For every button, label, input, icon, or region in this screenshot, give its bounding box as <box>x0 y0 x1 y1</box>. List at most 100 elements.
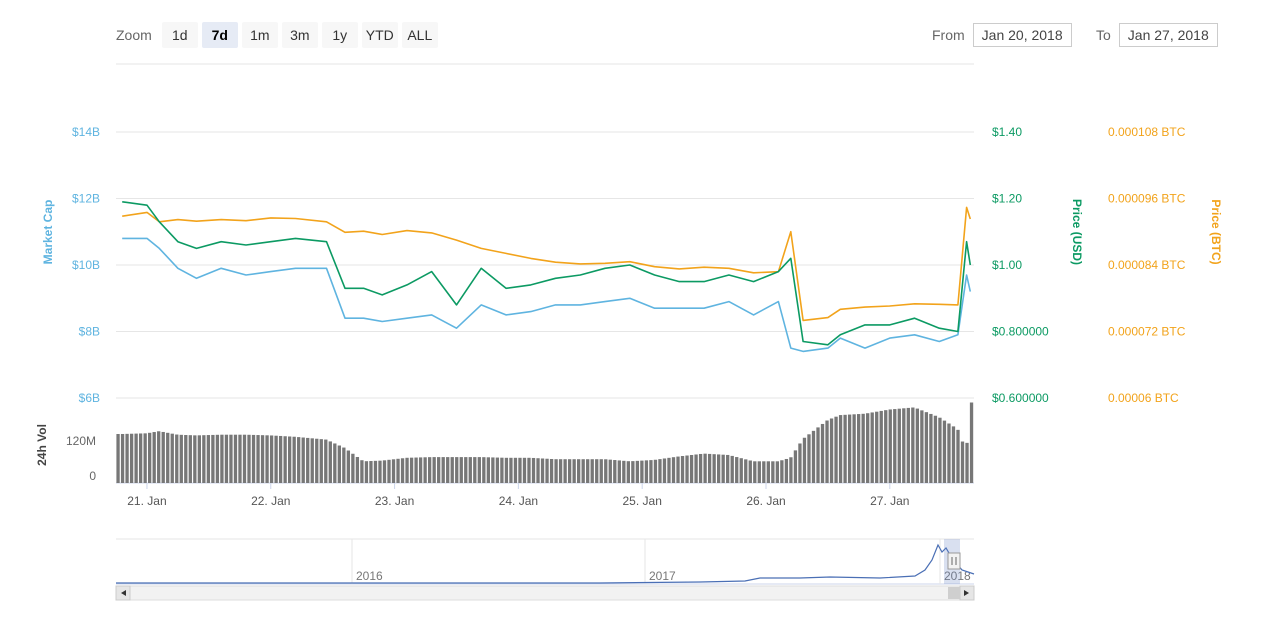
volume-bar <box>441 457 445 483</box>
volume-bar <box>405 457 409 483</box>
volume-bar <box>816 427 820 483</box>
zoom-7d-button[interactable]: 7d <box>201 22 238 48</box>
volume-bar <box>500 457 504 483</box>
price-btc-tick: 0.000072 BTC <box>1108 325 1186 339</box>
volume-bar <box>929 413 933 483</box>
volume-bar <box>333 443 337 483</box>
volume-bar <box>342 447 346 483</box>
navigator-handle[interactable] <box>947 552 961 570</box>
volume-bar <box>229 434 233 483</box>
volume-bar <box>292 436 296 483</box>
volume-bar <box>843 414 847 483</box>
volume-bar <box>166 432 170 483</box>
volume-bar <box>965 442 969 483</box>
volume-bar <box>242 434 247 483</box>
volume-bar <box>942 420 947 483</box>
volume-bar <box>676 456 680 483</box>
price-btc-tick: 0.000096 BTC <box>1108 192 1186 206</box>
volume-bar <box>735 457 739 483</box>
volume-bar <box>175 434 179 483</box>
volume-bar <box>744 459 748 483</box>
x-tick-label: 27. Jan <box>870 494 909 508</box>
volume-bar <box>649 460 653 483</box>
volume-bar <box>685 455 689 483</box>
zoom-3m-button[interactable]: 3m <box>281 22 318 48</box>
volume-bar <box>829 418 834 483</box>
volume-bar <box>717 454 721 483</box>
zoom-1m-button[interactable]: 1m <box>241 22 278 48</box>
zoom-1y-button[interactable]: 1y <box>321 22 358 48</box>
volume-bar <box>536 458 540 483</box>
x-tick-label: 24. Jan <box>499 494 538 508</box>
volume-bar <box>427 457 432 483</box>
volume-bar <box>184 435 188 483</box>
volume-bar <box>554 459 558 483</box>
volume-bar <box>694 454 698 483</box>
price-usd-tick: $0.600000 <box>992 391 1049 405</box>
scrollbar-track[interactable] <box>115 585 975 601</box>
volume-bar <box>396 458 400 483</box>
volume-bar <box>152 432 156 483</box>
volume-bar <box>771 461 775 483</box>
volume-bar <box>193 435 197 483</box>
price-usd-tick: $1.20 <box>992 192 1022 206</box>
volume-bar <box>278 435 283 483</box>
x-tick-label: 26. Jan <box>746 494 785 508</box>
volume-bar <box>590 459 594 483</box>
navigator-tick-label: 2017 <box>649 569 676 583</box>
to-date-input[interactable]: Jan 27, 2018 <box>1118 23 1218 47</box>
volume-bar <box>924 412 929 483</box>
x-tick-label: 23. Jan <box>375 494 414 508</box>
volume-bar <box>391 459 396 483</box>
volume-bar <box>748 460 752 483</box>
from-date-input[interactable]: Jan 20, 2018 <box>972 23 1072 47</box>
zoom-1d-button[interactable]: 1d <box>161 22 198 48</box>
volume-bar <box>324 439 328 483</box>
price-usd-tick: $0.800000 <box>992 325 1049 339</box>
zoom-all-button[interactable]: ALL <box>401 22 438 48</box>
volume-bar <box>504 457 509 483</box>
volume-bar <box>251 434 256 483</box>
zoom-ytd-button[interactable]: YTD <box>361 22 398 48</box>
volume-bar <box>446 457 450 483</box>
volume-bar <box>468 457 472 483</box>
volume-bar <box>762 461 766 483</box>
volume-bar <box>852 414 856 483</box>
volume-bar <box>459 457 463 483</box>
volume-bar <box>129 433 134 483</box>
volume-bar <box>283 436 287 483</box>
volume-bar <box>947 423 951 483</box>
volume-bar <box>148 432 152 483</box>
volume-bar <box>143 433 147 483</box>
to-label: To <box>1096 27 1111 43</box>
volume-bar <box>125 433 129 483</box>
volume-bar <box>626 461 630 483</box>
volume-bar <box>288 436 292 483</box>
volume-bar <box>595 459 599 483</box>
scrollbar-thumb[interactable] <box>948 587 960 599</box>
volume-bar <box>960 441 965 483</box>
arrow-left-icon <box>121 590 126 596</box>
volume-bar <box>355 456 360 483</box>
volume-bar <box>667 457 671 483</box>
volume-bar <box>513 457 518 483</box>
volume-bar <box>893 409 897 483</box>
volume-bar <box>238 434 242 483</box>
volume-bar <box>432 457 436 483</box>
volume-bar <box>586 459 590 483</box>
volume-bar <box>455 457 459 483</box>
volume-bar <box>640 460 644 483</box>
volume-bar <box>346 450 351 483</box>
volume-bar <box>491 457 495 483</box>
volume-bar <box>567 459 572 483</box>
volume-bar <box>256 435 260 483</box>
volume-bar <box>599 459 603 483</box>
volume-bar <box>811 430 816 483</box>
volume-bar <box>170 433 174 483</box>
volume-bar <box>337 445 341 483</box>
market-cap-tick: $8B <box>79 325 100 339</box>
volume-bar <box>265 435 269 483</box>
volume-bar <box>838 415 843 483</box>
volume-bar <box>911 407 915 483</box>
